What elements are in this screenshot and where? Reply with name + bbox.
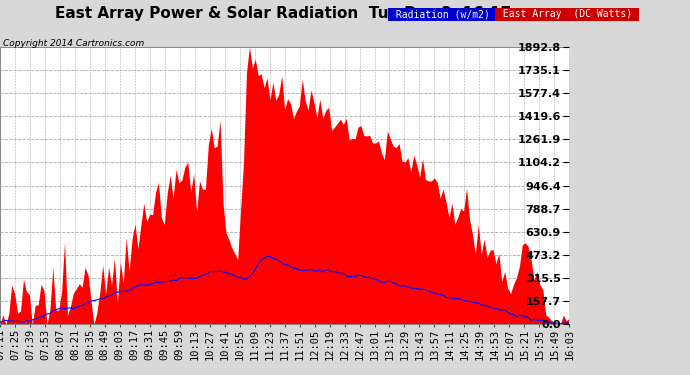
Text: East Array  (DC Watts): East Array (DC Watts) [497, 9, 638, 20]
Text: Radiation (w/m2): Radiation (w/m2) [390, 9, 495, 20]
Text: Copyright 2014 Cartronics.com: Copyright 2014 Cartronics.com [3, 39, 145, 48]
Text: East Array Power & Solar Radiation  Tue Dec 2  16:17: East Array Power & Solar Radiation Tue D… [55, 6, 511, 21]
